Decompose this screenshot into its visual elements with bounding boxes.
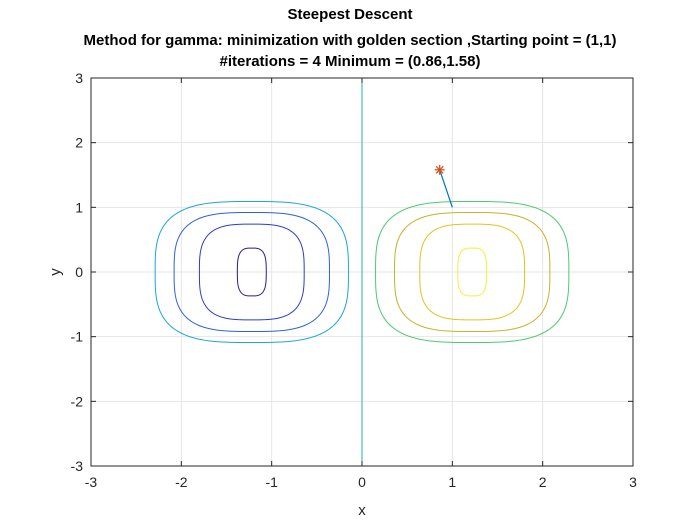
contour-lines: [154, 201, 570, 343]
x-tick-label: 2: [539, 474, 547, 490]
chart-title-line-3: #iterations = 4 Minimum = (0.86,1.58): [219, 53, 481, 70]
x-tick-label: 1: [448, 474, 456, 490]
axis-ticks: -3 -2 -1 0 1 2 3 -3 -2 -1 0 1 2 3: [71, 70, 638, 490]
y-tick-label: 2: [75, 135, 83, 151]
x-tick-label: 3: [629, 474, 637, 490]
descent-path-line: [439, 169, 453, 208]
chart-marks: [361, 78, 453, 466]
x-axis-label: x: [358, 502, 366, 519]
y-axis-label: y: [47, 268, 64, 276]
contour-line: [154, 201, 349, 343]
y-tick-label: 3: [75, 70, 83, 86]
contour-line: [419, 223, 526, 321]
x-tick-label: 0: [358, 474, 366, 490]
x-tick-label: -3: [85, 474, 98, 490]
y-tick-label: -2: [71, 393, 84, 409]
contour-line: [375, 201, 570, 343]
chart-title-line-1: Steepest Descent: [287, 6, 413, 23]
y-tick-label: -1: [71, 329, 84, 345]
minimum-marker: [434, 164, 445, 175]
contour-line: [173, 212, 330, 332]
contour-line: [198, 223, 305, 321]
x-tick-label: -2: [175, 474, 188, 490]
y-tick-label: 1: [75, 199, 83, 215]
y-tick-label: 0: [75, 264, 83, 280]
contour-line: [457, 247, 488, 297]
contour-line: [236, 247, 267, 297]
contour-line: [394, 212, 551, 332]
chart-title-line-2: Method for gamma: minimization with gold…: [83, 32, 617, 49]
x-tick-label: -1: [265, 474, 278, 490]
y-tick-label: -3: [71, 458, 84, 474]
minimum-marker-stroke: [435, 165, 444, 174]
